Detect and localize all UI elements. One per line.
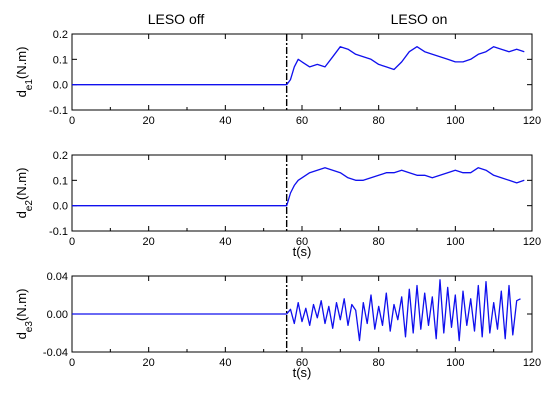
y-tick-label: 0.2: [53, 29, 68, 41]
x-tick-label: 40: [219, 236, 231, 248]
series-line-1: [72, 167, 525, 207]
y-axis-label-unit: (N.m): [14, 47, 29, 80]
x-tick-label: 120: [523, 357, 541, 369]
x-tick-label: 100: [446, 236, 464, 248]
y-axis-label-subscript: e1: [24, 79, 35, 91]
y-axis-label-unit: (N.m): [14, 289, 29, 322]
x-tick-label: 80: [373, 236, 385, 248]
y-tick-label: -0.04: [43, 347, 68, 359]
y-axis-label-subscript: e3: [24, 321, 35, 333]
y-axis-label: de3(N.m): [14, 289, 35, 340]
y-tick-label: 0.1: [53, 54, 68, 66]
x-tick-label: 100: [446, 357, 464, 369]
x-tick-label: 80: [373, 357, 385, 369]
x-tick-label: 60: [296, 357, 308, 369]
chart-panel-1: 0 20 40 60 80 100 120 -0.1 0.0 0.1 0.2 de1(N.m): [14, 29, 541, 127]
y-axis-label-unit: (N.m): [14, 168, 29, 201]
series-line-1: [72, 279, 521, 342]
y-tick-label: 0.00: [47, 309, 68, 321]
y-tick-label: 0.0: [53, 80, 68, 92]
y-axis-label: de1(N.m): [14, 47, 35, 98]
x-axis-label: t(s): [293, 365, 312, 380]
chart-panel-3: 0 20 40 60 80 100 120 -0.04 0.00 0.04 de3(N.m) t(s): [14, 271, 541, 380]
x-tick-label: 60: [296, 236, 308, 248]
y-tick-label: 0.04: [47, 271, 68, 283]
x-tick-label: 40: [219, 357, 231, 369]
series-line-1: [72, 46, 525, 86]
x-tick-label: 120: [523, 115, 541, 127]
x-tick-label: 60: [296, 115, 308, 127]
x-tick-label: 120: [523, 236, 541, 248]
y-axis-label-symbol: d: [14, 211, 29, 218]
x-tick-label: 20: [143, 236, 155, 248]
x-tick-label: 100: [446, 115, 464, 127]
y-axis-label-symbol: d: [14, 90, 29, 97]
x-tick-label: 40: [219, 115, 231, 127]
phase-label-off: LESO off: [148, 11, 205, 27]
plot-area-frame: [71, 154, 533, 232]
y-tick-label: 0.2: [53, 150, 68, 162]
chart-panel-2: 0 20 40 60 80 100 120 -0.1 0.0 0.1 0.2 de2(N.m) t(s): [14, 150, 541, 259]
y-tick-label: 0.1: [53, 175, 68, 187]
x-tick-label: 20: [143, 357, 155, 369]
plot-area-frame: [71, 33, 533, 111]
y-tick-label: -0.1: [49, 226, 68, 238]
x-tick-label: 0: [69, 357, 75, 369]
y-axis-label: de2(N.m): [14, 168, 35, 219]
x-tick-label: 80: [373, 115, 385, 127]
x-tick-label: 0: [69, 115, 75, 127]
x-tick-label: 0: [69, 236, 75, 248]
x-tick-label: 20: [143, 115, 155, 127]
x-axis-label: t(s): [293, 244, 312, 259]
y-tick-label: -0.1: [49, 105, 68, 117]
y-axis-label-subscript: e2: [24, 200, 35, 212]
y-tick-label: 0.0: [53, 201, 68, 213]
phase-label-on: LESO on: [391, 11, 448, 27]
y-axis-label-symbol: d: [14, 332, 29, 339]
